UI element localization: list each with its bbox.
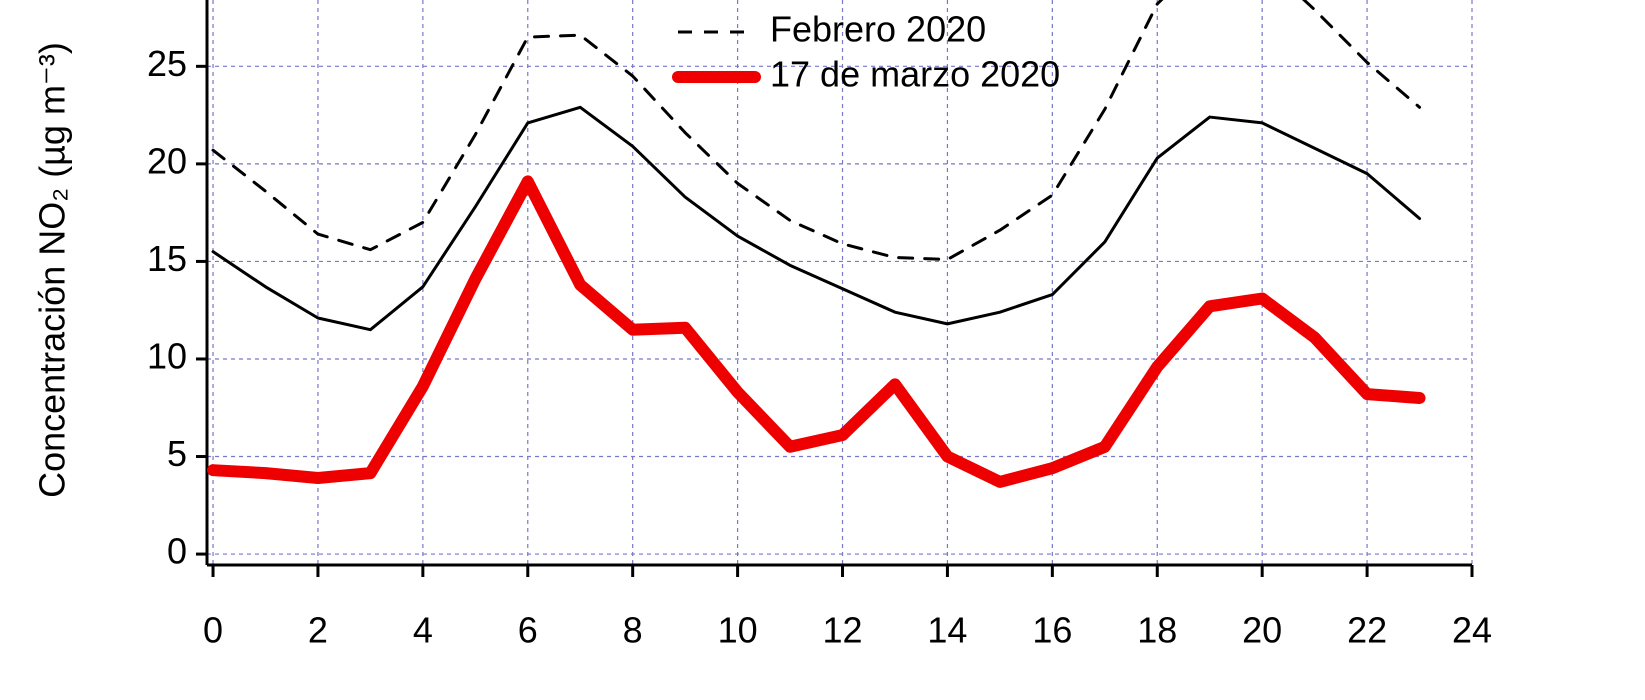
x-tick-label: 24 <box>1452 610 1492 651</box>
y-tick-label: 5 <box>167 433 187 474</box>
x-tick-label: 2 <box>308 610 328 651</box>
x-tick-label: 4 <box>413 610 433 651</box>
x-tick-label: 8 <box>623 610 643 651</box>
x-tick-label: 22 <box>1347 610 1387 651</box>
y-tick-label: 25 <box>147 43 187 84</box>
y-tick-label: 10 <box>147 335 187 376</box>
plot-area <box>207 0 1426 488</box>
series-line <box>211 0 1422 261</box>
series-line <box>211 105 1422 332</box>
x-tick-label: 0 <box>203 610 223 651</box>
legend-label: 17 de marzo 2020 <box>770 54 1060 95</box>
x-tick-label: 12 <box>822 610 862 651</box>
y-tick-label: 0 <box>167 531 187 572</box>
x-tick-label: 20 <box>1242 610 1282 651</box>
x-tick-label: 6 <box>518 610 538 651</box>
y-tick-label: 20 <box>147 140 187 181</box>
legend-label: Febrero 2020 <box>770 9 986 50</box>
y-tick-label: 15 <box>147 238 187 279</box>
x-tick-label: 14 <box>927 610 967 651</box>
y-axis-label: Concentración NO₂ (µg m⁻³) <box>32 42 73 498</box>
x-tick-label: 16 <box>1032 610 1072 651</box>
x-tick-label: 10 <box>718 610 758 651</box>
x-tick-label: 18 <box>1137 610 1177 651</box>
series-line <box>207 175 1426 488</box>
